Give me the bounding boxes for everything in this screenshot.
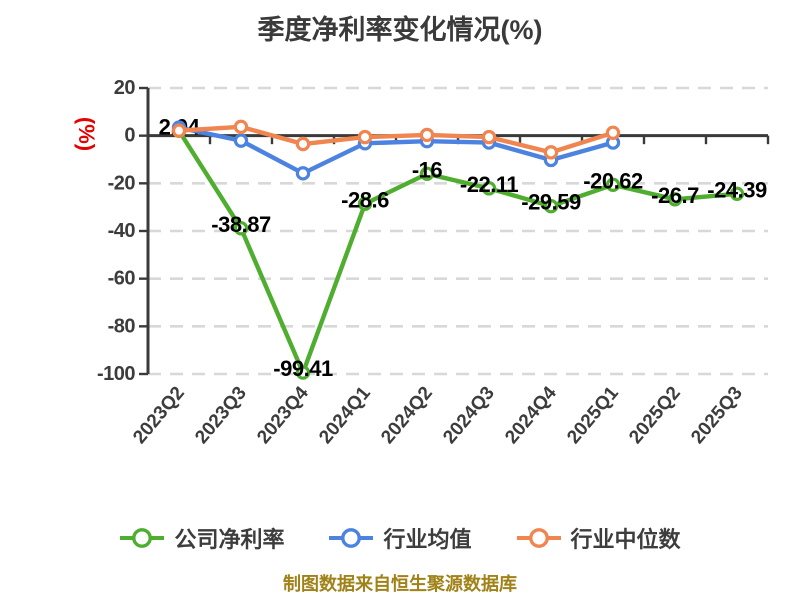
x-tick-label: 2025Q3	[687, 383, 747, 448]
data-point-industry-median[interactable]	[357, 129, 373, 145]
x-tick-label: 2024Q4	[501, 382, 561, 448]
x-tick-label: 2023Q4	[253, 382, 313, 448]
legend-item-industry-median[interactable]: 行业中位数	[516, 522, 681, 554]
data-point-industry-median[interactable]	[171, 123, 187, 138]
data-source-note: 制图数据来自恒生聚源数据库	[283, 574, 517, 594]
series-line-company-net-margin	[176, 128, 740, 375]
legend-circle-icon	[132, 528, 153, 548]
data-point-industry-median[interactable]	[419, 127, 435, 143]
y-tick-label: -80	[108, 315, 136, 337]
y-tick-label: -20	[108, 172, 136, 194]
y-tick-label: -60	[108, 268, 136, 290]
legend-label: 公司净利率	[174, 527, 285, 552]
x-tick-label: 2025Q2	[625, 383, 685, 448]
data-point-industry-median[interactable]	[543, 145, 559, 160]
x-tick-label: 2024Q1	[315, 382, 375, 448]
data-point-company-net-margin[interactable]	[605, 177, 621, 193]
legend-label: 行业均值	[383, 527, 472, 552]
data-point-industry-median[interactable]	[233, 119, 249, 135]
data-label: -24.39	[707, 177, 767, 202]
data-point-company-net-margin[interactable]	[357, 196, 373, 212]
data-label: -38.87	[211, 212, 271, 237]
data-point-industry-average[interactable]	[233, 133, 249, 148]
legend-circle-icon	[528, 528, 549, 548]
x-tick-label: 2024Q2	[377, 383, 437, 448]
chart-title: 季度净利率变化情况(%)	[257, 15, 543, 45]
data-point-industry-median[interactable]	[605, 125, 621, 141]
data-point-company-net-margin[interactable]	[419, 166, 435, 181]
data-label: -22.11	[460, 172, 518, 197]
data-label: -28.6	[341, 187, 389, 212]
x-tick-label: 2024Q3	[439, 383, 499, 448]
legend: 公司净利率 行业均值 行业中位数	[0, 522, 800, 554]
data-point-company-net-margin[interactable]	[667, 192, 683, 207]
data-point-company-net-margin[interactable]	[481, 181, 497, 196]
data-label: -20.62	[583, 168, 643, 193]
data-label: -29.59	[521, 190, 581, 215]
legend-label: 行业中位数	[570, 527, 681, 552]
legend-marker-icon	[516, 528, 561, 548]
series-line-industry-median	[176, 124, 616, 155]
y-tick-label: -100	[97, 363, 135, 385]
x-tick-label: 2025Q1	[563, 382, 623, 448]
x-tick-label: 2023Q3	[191, 383, 251, 448]
data-point-company-net-margin[interactable]	[233, 221, 249, 236]
y-tick-label: -40	[108, 220, 136, 242]
data-point-company-net-margin[interactable]	[295, 365, 311, 380]
data-label: -26.7	[651, 183, 699, 208]
legend-circle-icon	[341, 528, 362, 548]
data-point-industry-median[interactable]	[481, 129, 497, 145]
x-tick-label: 2023Q2	[129, 383, 189, 448]
legend-item-industry-average[interactable]: 行业均值	[328, 522, 472, 554]
series-line-industry-average	[176, 125, 616, 176]
legend-marker-icon	[120, 528, 165, 548]
data-point-industry-average[interactable]	[295, 166, 311, 181]
data-point-industry-median[interactable]	[295, 136, 311, 152]
data-point-company-net-margin[interactable]	[729, 186, 745, 201]
data-label: -99.41	[273, 356, 333, 381]
y-tick-label: 20	[114, 77, 136, 99]
legend-marker-icon	[329, 528, 374, 548]
legend-item-company-net-margin[interactable]: 公司净利率	[119, 522, 284, 554]
data-label: -16	[412, 157, 443, 182]
y-tick-label: 0	[124, 125, 135, 147]
data-point-company-net-margin[interactable]	[543, 198, 559, 214]
